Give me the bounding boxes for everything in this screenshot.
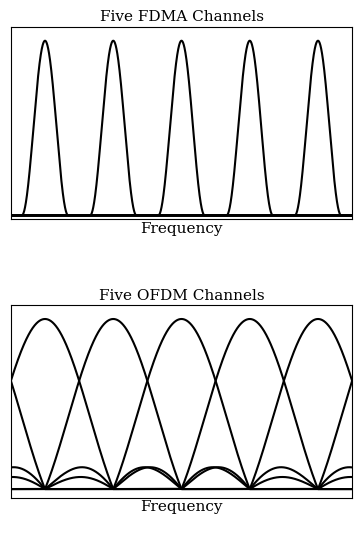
X-axis label: Frequency: Frequency	[140, 221, 223, 236]
Title: Five FDMA Channels: Five FDMA Channels	[99, 10, 264, 24]
X-axis label: Frequency: Frequency	[140, 500, 223, 514]
Title: Five OFDM Channels: Five OFDM Channels	[99, 289, 264, 303]
